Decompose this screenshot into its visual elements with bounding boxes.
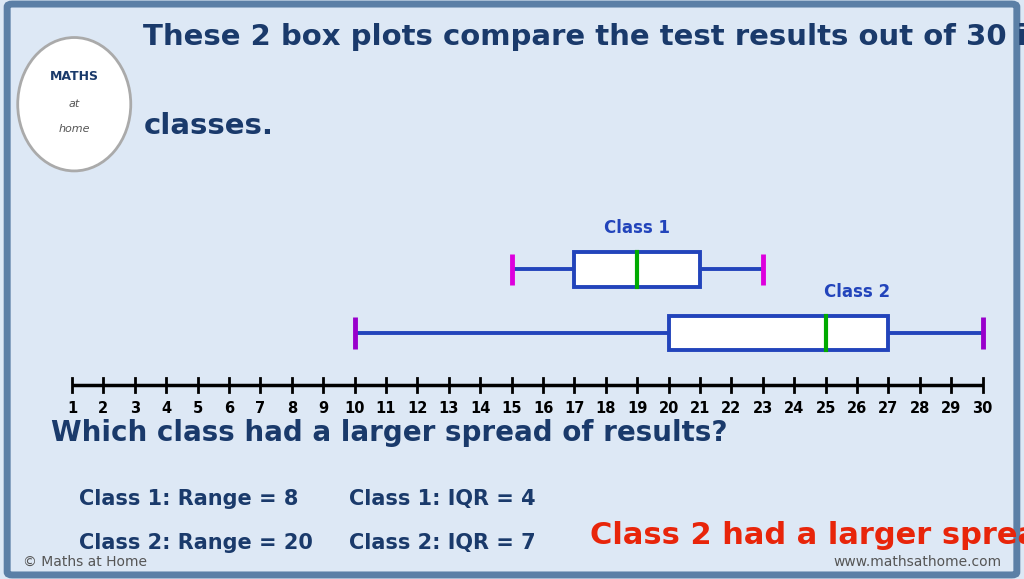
Text: Class 2: Class 2 (824, 283, 890, 301)
Text: 30: 30 (973, 401, 993, 416)
Text: 27: 27 (879, 401, 899, 416)
Text: at: at (69, 99, 80, 109)
Text: Class 2 had a larger spread: Class 2 had a larger spread (590, 521, 1024, 549)
Text: 25: 25 (815, 401, 836, 416)
Text: 26: 26 (847, 401, 867, 416)
Text: © Maths at Home: © Maths at Home (23, 555, 146, 569)
Text: 9: 9 (318, 401, 329, 416)
Text: 6: 6 (224, 401, 234, 416)
Text: 3: 3 (130, 401, 140, 416)
Text: 18: 18 (596, 401, 616, 416)
Text: 1: 1 (67, 401, 77, 416)
Circle shape (18, 39, 130, 170)
Text: These 2 box plots compare the test results out of 30 in two: These 2 box plots compare the test resul… (143, 23, 1024, 51)
Text: 16: 16 (532, 401, 553, 416)
Text: classes.: classes. (143, 112, 273, 140)
Text: www.mathsathome.com: www.mathsathome.com (834, 555, 1001, 569)
Text: Which class had a larger spread of results?: Which class had a larger spread of resul… (50, 419, 727, 447)
Text: home: home (58, 124, 90, 134)
Text: 17: 17 (564, 401, 585, 416)
Text: Class 2: Range = 20: Class 2: Range = 20 (80, 533, 313, 553)
Text: 28: 28 (909, 401, 930, 416)
Text: 12: 12 (408, 401, 428, 416)
Text: 5: 5 (193, 401, 203, 416)
Text: 14: 14 (470, 401, 490, 416)
Text: 19: 19 (627, 401, 647, 416)
Text: 22: 22 (721, 401, 741, 416)
Text: 11: 11 (376, 401, 396, 416)
Bar (574, 252, 700, 287)
Text: 8: 8 (287, 401, 297, 416)
Text: 21: 21 (690, 401, 711, 416)
Text: 2: 2 (98, 401, 109, 416)
Text: 23: 23 (753, 401, 773, 416)
Text: 10: 10 (344, 401, 365, 416)
Text: 7: 7 (255, 401, 265, 416)
Text: 29: 29 (941, 401, 962, 416)
Bar (669, 316, 889, 350)
Text: 20: 20 (658, 401, 679, 416)
Text: Class 2: IQR = 7: Class 2: IQR = 7 (349, 533, 536, 553)
Text: 15: 15 (502, 401, 522, 416)
Text: Class 1: IQR = 4: Class 1: IQR = 4 (349, 489, 536, 510)
Text: Class 1: Class 1 (604, 219, 671, 237)
Text: 13: 13 (438, 401, 459, 416)
Text: 4: 4 (161, 401, 171, 416)
Text: Class 1: Range = 8: Class 1: Range = 8 (80, 489, 299, 510)
Text: 24: 24 (784, 401, 805, 416)
Text: MATHS: MATHS (50, 70, 98, 83)
